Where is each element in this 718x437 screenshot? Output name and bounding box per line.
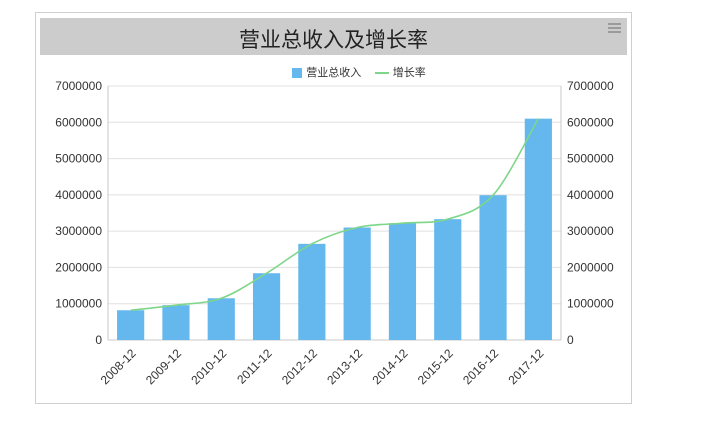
x-tick-label: 2009-12 [143, 346, 184, 387]
growth-rate-line[interactable] [130, 118, 540, 312]
x-tick-label: 2011-12 [234, 346, 275, 387]
bar[interactable] [298, 243, 326, 340]
legend: 营业总收入 增长率 [0, 64, 718, 80]
bar[interactable] [343, 227, 371, 340]
bar[interactable] [252, 273, 281, 340]
y-tick-label-right: 3000000 [567, 224, 614, 238]
y-tick-label-left: 7000000 [55, 79, 102, 93]
legend-swatch-bar-icon [292, 68, 303, 78]
chart-title: 营业总收入及增长率 [239, 28, 428, 52]
y-tick-label-left: 0 [95, 333, 102, 347]
legend-label-growth: 增长率 [392, 66, 426, 79]
legend-item-growth[interactable]: 增长率 [374, 64, 426, 80]
legend-item-revenue[interactable]: 营业总收入 [292, 64, 361, 80]
menu-icon[interactable] [608, 23, 621, 33]
title-bar: 营业总收入及增长率 [40, 18, 627, 55]
x-tick-label: 2010-12 [188, 346, 229, 387]
y-tick-label-left: 3000000 [55, 224, 102, 238]
y-tick-label-left: 4000000 [55, 188, 102, 202]
x-tick-label: 2016-12 [460, 346, 501, 387]
y-tick-label-left: 5000000 [55, 152, 102, 166]
x-tick-label: 2012-12 [279, 346, 320, 387]
y-tick-label-right: 7000000 [567, 79, 614, 93]
bar[interactable] [207, 298, 235, 340]
y-tick-label-right: 2000000 [567, 260, 614, 274]
y-tick-label-right: 0 [567, 333, 574, 347]
y-tick-label-right: 5000000 [567, 152, 614, 166]
bar[interactable] [479, 195, 507, 340]
y-tick-label-left: 1000000 [55, 297, 102, 311]
y-tick-label-right: 1000000 [567, 297, 614, 311]
bar[interactable] [117, 310, 145, 340]
y-tick-label-right: 6000000 [567, 115, 614, 129]
y-tick-label-right: 4000000 [567, 188, 614, 202]
bar[interactable] [388, 223, 417, 340]
bar[interactable] [434, 219, 462, 340]
x-tick-label: 2008-12 [98, 346, 139, 387]
x-tick-label: 2017-12 [505, 346, 546, 387]
legend-swatch-line-icon [374, 72, 389, 74]
bar[interactable] [524, 118, 552, 341]
x-tick-label: 2015-12 [415, 346, 456, 387]
bar[interactable] [162, 305, 190, 340]
y-tick-label-left: 2000000 [55, 260, 102, 274]
y-tick-label-left: 6000000 [55, 115, 102, 129]
x-tick-label: 2014-12 [370, 346, 411, 387]
legend-label-revenue: 营业总收入 [306, 66, 362, 79]
x-tick-label: 2013-12 [324, 346, 365, 387]
